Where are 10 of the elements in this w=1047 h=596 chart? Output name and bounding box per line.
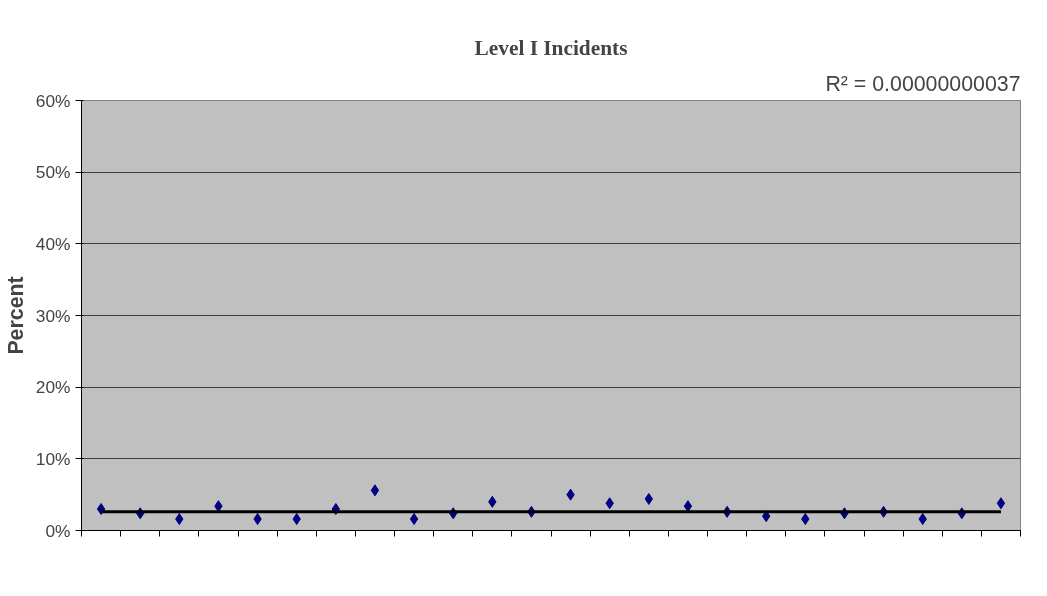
text: R² = 0.00000000037 [825,71,1021,96]
y-tick-label: 60% [35,90,71,111]
y-tick-label: 20% [35,377,71,398]
y-tick-label: 0% [45,520,71,541]
y-tick-label: 30% [35,305,71,326]
y-tick-label: 50% [35,162,71,183]
chart-title: Level I Incidents [474,35,628,60]
y-axis-title: Percent [3,276,28,355]
y-tick-label: 10% [35,448,71,469]
y-tick-label: 40% [35,233,71,254]
